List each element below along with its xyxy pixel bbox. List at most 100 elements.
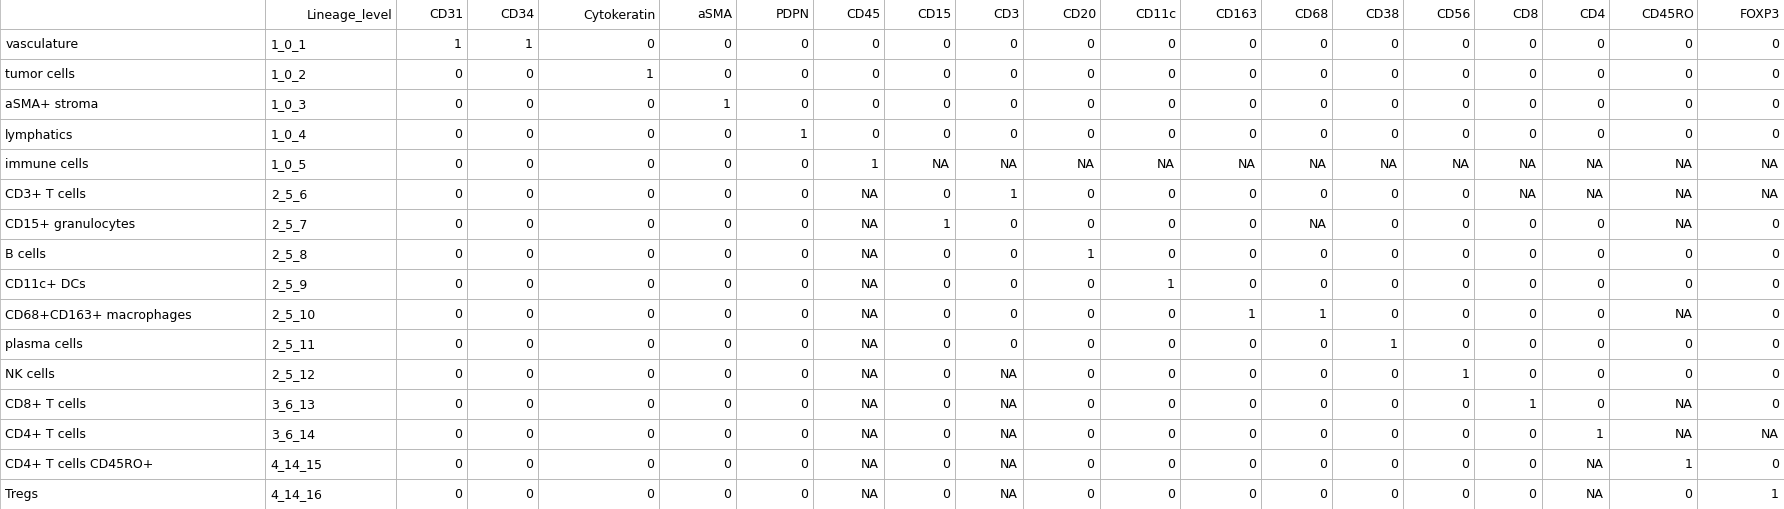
Text: 0: 0 [1167,218,1176,231]
Bar [1404,120,1475,150]
Text: 1: 1 [1772,488,1779,500]
Text: NA: NA [1238,158,1256,171]
Text: 0: 0 [1529,338,1536,351]
Text: 0: 0 [1461,428,1470,441]
Text: B cells: B cells [5,248,46,261]
Text: NA: NA [1673,398,1693,411]
Text: 0: 0 [1167,38,1176,51]
Bar [737,60,814,90]
Bar [660,299,737,329]
Bar [1181,90,1261,120]
Bar [1475,60,1541,90]
Text: 0: 0 [1684,368,1693,381]
Text: 0: 0 [453,68,462,81]
Bar [660,0,737,30]
Text: 0: 0 [524,158,533,171]
Bar [1261,240,1333,269]
Bar [1475,0,1541,30]
Bar [814,479,885,509]
Bar [1541,210,1609,240]
Text: 0: 0 [1529,428,1536,441]
Text: 1: 1 [453,38,462,51]
Text: 0: 0 [646,188,655,201]
Bar [660,120,737,150]
Text: 0: 0 [524,218,533,231]
Bar [539,269,660,299]
Bar [396,90,467,120]
Text: 0: 0 [524,128,533,141]
Bar [1099,449,1181,479]
Text: 0: 0 [1595,68,1604,81]
Text: 3_6_14: 3_6_14 [271,428,314,441]
Bar [1261,0,1333,30]
Text: 0: 0 [1529,38,1536,51]
Bar [0,299,266,329]
Text: CD4: CD4 [1579,9,1606,21]
Text: 0: 0 [1595,368,1604,381]
Bar [737,210,814,240]
Text: 0: 0 [1529,98,1536,111]
Bar [1022,0,1099,30]
Text: 0: 0 [1461,308,1470,321]
Bar [1698,150,1784,180]
Text: 0: 0 [942,68,951,81]
Bar [956,479,1022,509]
Text: 0: 0 [1247,278,1256,291]
Text: 0: 0 [1318,368,1327,381]
Bar [1404,240,1475,269]
Bar [737,479,814,509]
Bar [1404,269,1475,299]
Bar [1261,30,1333,60]
Bar [0,419,266,449]
Text: 1: 1 [1167,278,1176,291]
Text: 0: 0 [1772,308,1779,321]
Text: NA: NA [1158,158,1176,171]
Bar [1181,479,1261,509]
Bar [396,120,467,150]
Text: 0: 0 [453,98,462,111]
Text: 0: 0 [453,308,462,321]
Text: 2_5_11: 2_5_11 [271,338,314,351]
Text: 0: 0 [646,218,655,231]
Text: 0: 0 [1010,308,1017,321]
Text: 0: 0 [1390,398,1399,411]
Bar [1609,269,1698,299]
Bar [1475,30,1541,60]
Bar [467,240,539,269]
Text: CD34: CD34 [501,9,535,21]
Bar [266,150,396,180]
Text: CD31: CD31 [430,9,464,21]
Bar [814,389,885,419]
Bar [885,479,956,509]
Text: NA: NA [1518,158,1536,171]
Text: 0: 0 [799,278,808,291]
Text: 0: 0 [1167,398,1176,411]
Bar [1541,269,1609,299]
Text: 0: 0 [942,488,951,500]
Bar [1541,60,1609,90]
Bar [1333,90,1404,120]
Text: 0: 0 [1684,98,1693,111]
Bar [396,210,467,240]
Bar [1609,479,1698,509]
Bar [1181,30,1261,60]
Text: 0: 0 [1086,218,1094,231]
Text: 0: 0 [1529,458,1536,471]
Text: 0: 0 [799,38,808,51]
Bar [396,389,467,419]
Bar [0,359,266,389]
Text: 0: 0 [1247,218,1256,231]
Text: 0: 0 [1318,458,1327,471]
Text: 0: 0 [1318,38,1327,51]
Bar [539,449,660,479]
Text: 0: 0 [1772,458,1779,471]
Bar [396,60,467,90]
Text: 0: 0 [1390,458,1399,471]
Text: Lineage_level: Lineage_level [307,9,392,21]
Text: 0: 0 [1086,428,1094,441]
Text: 0: 0 [646,128,655,141]
Text: 0: 0 [1529,248,1536,261]
Bar [396,150,467,180]
Bar [266,479,396,509]
Bar [1022,150,1099,180]
